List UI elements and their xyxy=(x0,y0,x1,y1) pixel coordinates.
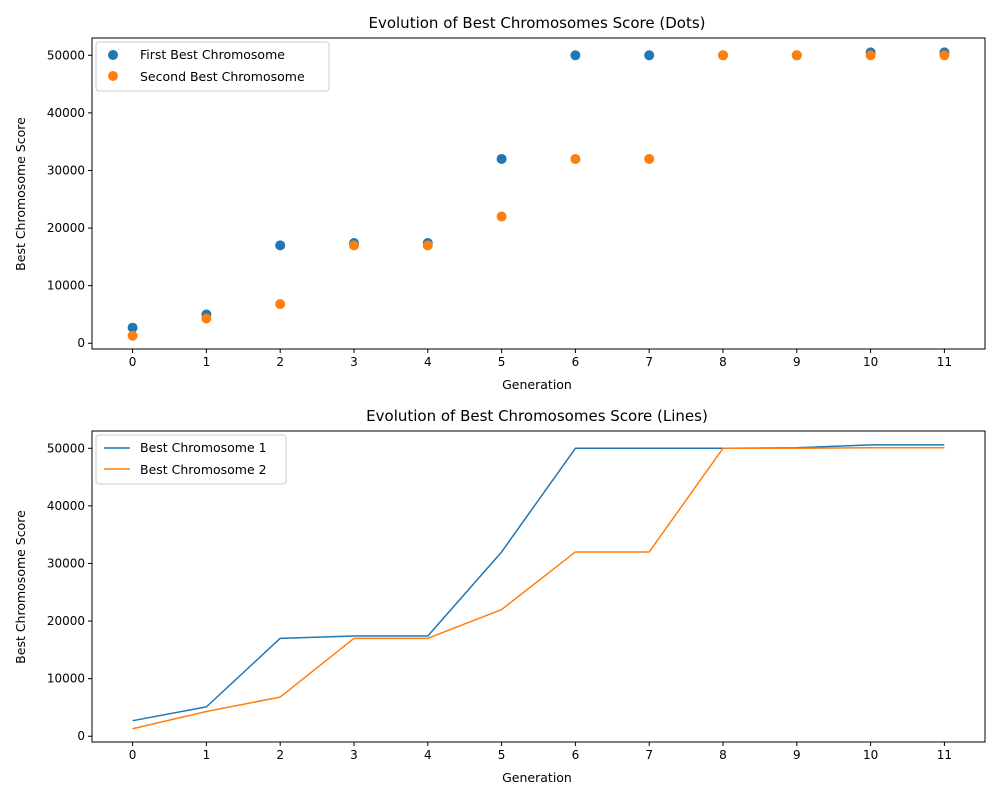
x-tick-label: 10 xyxy=(863,748,878,762)
data-point xyxy=(570,50,581,61)
y-tick-label: 20000 xyxy=(47,614,85,628)
x-tick-label: 4 xyxy=(424,748,432,762)
chart-title: Evolution of Best Chromosomes Score (Lin… xyxy=(366,407,708,425)
x-axis-label: Generation xyxy=(502,377,572,392)
data-point xyxy=(275,240,286,251)
x-tick-label: 0 xyxy=(129,355,137,369)
x-tick-label: 7 xyxy=(645,355,653,369)
x-tick-label: 6 xyxy=(572,355,580,369)
series-line xyxy=(132,446,945,730)
legend: Best Chromosome 1 Best Chromosome 2 xyxy=(95,434,287,485)
x-tick-label: 1 xyxy=(203,355,211,369)
legend-label: Second Best Chromosome xyxy=(140,69,305,84)
y-axis-label: Best Chromosome Score xyxy=(13,117,28,271)
y-tick-label: 40000 xyxy=(47,499,85,513)
data-point xyxy=(644,50,655,61)
x-axis-label: Generation xyxy=(502,770,572,785)
y-tick-label: 0 xyxy=(77,336,85,350)
x-tick-label: 9 xyxy=(793,355,801,369)
legend-entry-second: Second Best Chromosome xyxy=(108,69,305,84)
data-point xyxy=(348,240,359,251)
legend-label: First Best Chromosome xyxy=(140,47,285,62)
x-axis-ticks: 0 1 2 3 4 5 6 7 8 9 10 11 xyxy=(129,349,952,369)
y-tick-label: 20000 xyxy=(47,221,85,235)
x-tick-label: 7 xyxy=(645,748,653,762)
y-tick-label: 10000 xyxy=(47,672,85,686)
legend-box xyxy=(95,434,287,485)
data-point xyxy=(718,50,729,61)
x-tick-label: 10 xyxy=(863,355,878,369)
legend-label: Best Chromosome 2 xyxy=(140,462,267,477)
x-tick-label: 1 xyxy=(203,748,211,762)
legend-marker xyxy=(108,50,118,60)
x-axis-ticks: 0 1 2 3 4 5 6 7 8 9 10 11 xyxy=(129,742,952,762)
legend-entry-1: Best Chromosome 1 xyxy=(104,440,267,455)
data-point xyxy=(570,153,581,164)
series-line xyxy=(132,444,945,722)
scatter-chart: Evolution of Best Chromosomes Score (Dot… xyxy=(13,14,986,392)
x-tick-label: 11 xyxy=(937,748,952,762)
data-point xyxy=(275,299,286,310)
y-axis-ticks: 0 10000 20000 30000 40000 50000 xyxy=(47,441,92,743)
legend-entry-first: First Best Chromosome xyxy=(108,47,285,62)
data-point xyxy=(496,153,507,164)
scatter-points xyxy=(127,47,950,341)
x-tick-label: 3 xyxy=(350,748,358,762)
x-tick-label: 8 xyxy=(719,748,727,762)
chart-title: Evolution of Best Chromosomes Score (Dot… xyxy=(368,14,705,32)
legend-label: Best Chromosome 1 xyxy=(140,440,267,455)
data-point xyxy=(422,240,433,251)
x-tick-label: 6 xyxy=(572,748,580,762)
y-tick-label: 50000 xyxy=(47,48,85,62)
y-tick-label: 0 xyxy=(77,729,85,743)
data-point xyxy=(865,50,876,61)
data-point xyxy=(791,50,802,61)
plot-frame xyxy=(91,430,986,743)
y-tick-label: 50000 xyxy=(47,441,85,455)
legend: First Best Chromosome Second Best Chromo… xyxy=(95,41,330,92)
y-tick-label: 40000 xyxy=(47,106,85,120)
data-point xyxy=(201,313,212,324)
x-tick-label: 5 xyxy=(498,748,506,762)
x-tick-label: 2 xyxy=(276,748,284,762)
x-tick-label: 11 xyxy=(937,355,952,369)
data-point xyxy=(127,330,138,341)
data-point xyxy=(496,211,507,222)
x-tick-label: 5 xyxy=(498,355,506,369)
y-tick-label: 10000 xyxy=(47,279,85,293)
x-tick-label: 3 xyxy=(350,355,358,369)
data-point xyxy=(644,153,655,164)
legend-marker xyxy=(108,71,118,81)
y-tick-label: 30000 xyxy=(47,556,85,570)
x-tick-label: 8 xyxy=(719,355,727,369)
plot-frame xyxy=(91,37,986,350)
data-point xyxy=(127,322,138,333)
legend-entry-2: Best Chromosome 2 xyxy=(104,462,267,477)
series-lines xyxy=(132,444,945,730)
x-tick-label: 0 xyxy=(129,748,137,762)
x-tick-label: 2 xyxy=(276,355,284,369)
y-tick-label: 30000 xyxy=(47,163,85,177)
y-axis-ticks: 0 10000 20000 30000 40000 50000 xyxy=(47,48,92,350)
data-point xyxy=(939,50,950,61)
x-tick-label: 4 xyxy=(424,355,432,369)
line-chart: Evolution of Best Chromosomes Score (Lin… xyxy=(13,407,986,785)
x-tick-label: 9 xyxy=(793,748,801,762)
legend-box xyxy=(95,41,330,92)
y-axis-label: Best Chromosome Score xyxy=(13,510,28,664)
